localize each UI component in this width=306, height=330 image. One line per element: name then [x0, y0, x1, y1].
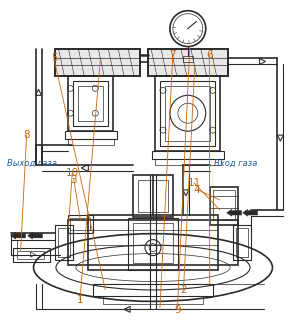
Text: 3: 3 [70, 175, 77, 185]
Bar [160, 82, 215, 146]
Bar [236, 228, 248, 257]
Text: 2: 2 [180, 285, 187, 295]
Text: 11: 11 [188, 178, 201, 188]
Text: 8: 8 [23, 130, 30, 141]
Bar [78, 86, 103, 121]
Bar [55, 225, 73, 260]
Bar [233, 225, 251, 260]
Bar [183, 56, 193, 62]
Bar [148, 49, 228, 77]
Bar [68, 215, 93, 233]
Text: 6: 6 [206, 50, 213, 60]
Bar [93, 284, 213, 296]
Text: 9: 9 [174, 305, 181, 314]
Bar [210, 187, 238, 225]
FancyArrow shape [28, 232, 43, 239]
Bar [73, 82, 108, 126]
Bar [152, 151, 224, 159]
Bar [55, 49, 140, 77]
FancyArrow shape [11, 232, 26, 239]
Text: Вход газа: Вход газа [214, 159, 257, 168]
Bar [148, 49, 228, 77]
Bar [55, 49, 140, 77]
Bar [70, 218, 90, 230]
FancyArrow shape [243, 209, 258, 216]
Bar [13, 248, 50, 262]
Bar [138, 180, 168, 212]
Bar [65, 131, 117, 139]
Text: Выход газа: Выход газа [7, 159, 57, 168]
Bar [88, 215, 218, 270]
Text: 4: 4 [194, 185, 200, 195]
Bar [155, 77, 220, 151]
Text: 7: 7 [170, 50, 176, 60]
Bar [17, 250, 44, 259]
Text: 10: 10 [66, 168, 79, 178]
Bar [165, 86, 210, 141]
Bar [103, 296, 203, 304]
Text: 1: 1 [76, 295, 83, 305]
Bar [68, 77, 113, 131]
Bar [155, 159, 221, 165]
Bar [133, 223, 173, 263]
Bar [58, 228, 70, 257]
Bar [128, 218, 178, 270]
Text: 5: 5 [51, 53, 57, 63]
Bar [68, 220, 238, 265]
Bar [68, 139, 114, 145]
Bar [133, 175, 173, 217]
FancyArrow shape [227, 209, 242, 216]
Bar [213, 190, 235, 220]
